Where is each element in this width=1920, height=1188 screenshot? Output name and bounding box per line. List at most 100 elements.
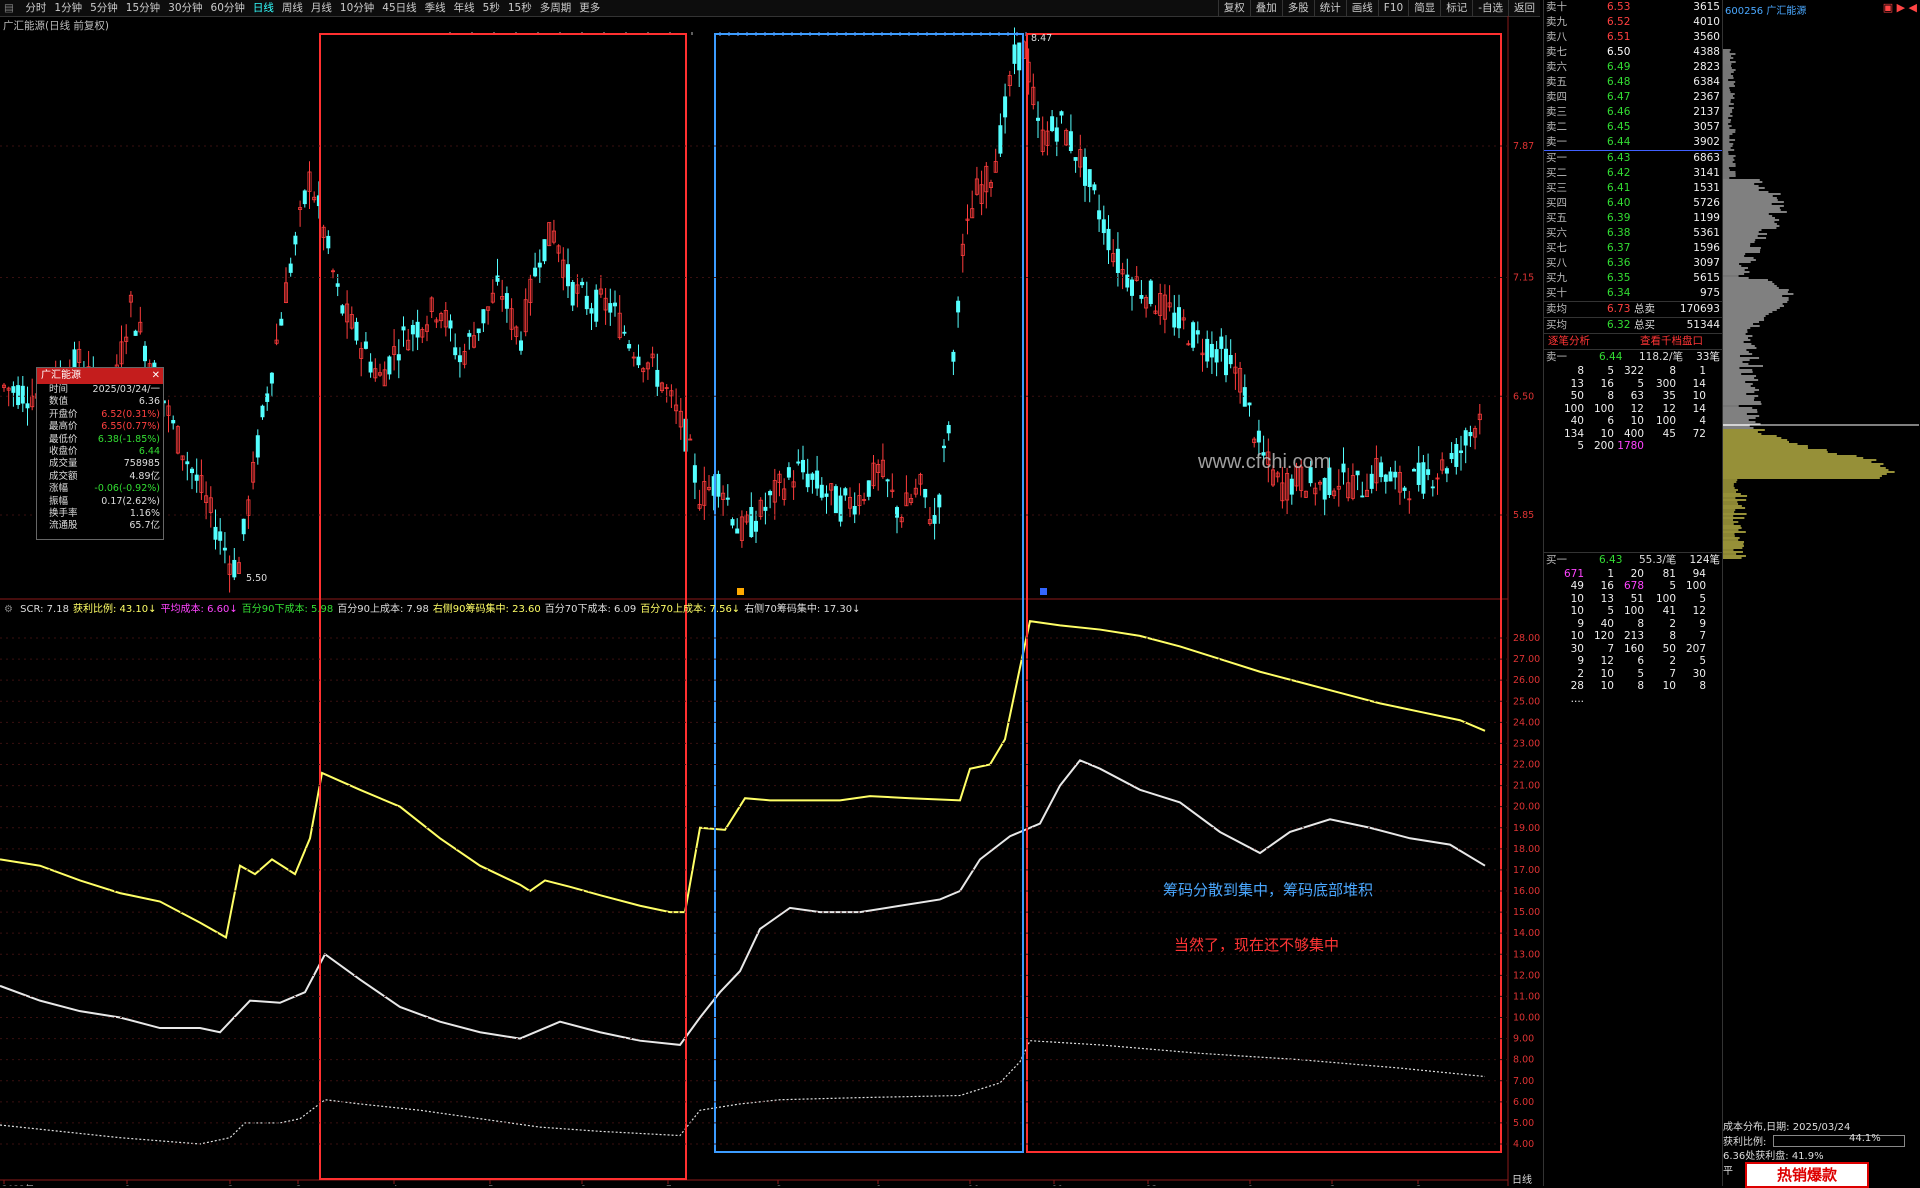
timeframe-12[interactable]: 年线: [453, 2, 475, 14]
buy-level[interactable]: 买十 6.34 975: [1544, 286, 1724, 301]
timeframe-7[interactable]: 周线: [281, 2, 303, 14]
indicator-item: 获利比例: 43.10↓: [72, 604, 157, 615]
candle: [721, 485, 726, 516]
candle-body: [613, 302, 618, 307]
book-volume: 3141: [1693, 167, 1720, 179]
book-level-label: 卖五: [1546, 76, 1567, 88]
buy1-trade-row: 30 7 160 50 207: [1544, 643, 1724, 656]
close-icon[interactable]: ✕: [151, 370, 160, 381]
buy-level[interactable]: 买四 6.40 5726: [1544, 196, 1724, 211]
candle: [476, 328, 481, 341]
sell-level[interactable]: 卖八 6.51 3560: [1544, 30, 1724, 45]
candlesticks: [2, 27, 1482, 593]
candle-body: [1087, 169, 1092, 188]
candle-body: [30, 395, 35, 408]
book-link[interactable]: 逐笔分析: [1548, 335, 1590, 347]
book-level-label: 买八: [1546, 257, 1567, 269]
buy-level[interactable]: 买二 6.42 3141: [1544, 166, 1724, 181]
timeframe-8[interactable]: 月线: [310, 2, 332, 14]
candle: [688, 434, 693, 441]
tool-6[interactable]: 简显: [1408, 0, 1440, 16]
trade-cell: 8: [1637, 680, 1644, 692]
buy-level[interactable]: 买九 6.35 5615: [1544, 271, 1724, 286]
timeframe-16[interactable]: 更多: [579, 2, 601, 14]
timeframe-6[interactable]: 日线: [252, 2, 274, 14]
promo-banner[interactable]: 热销爆款: [1745, 1162, 1869, 1188]
candle-body: [1148, 280, 1153, 304]
timeframe-0[interactable]: 分时: [25, 2, 47, 14]
timeframe-11[interactable]: 季线: [424, 2, 446, 14]
candle: [782, 478, 787, 506]
avg-label: 卖均: [1546, 303, 1567, 315]
timeframe-15[interactable]: 多周期: [539, 2, 572, 14]
tool-4[interactable]: 画线: [1345, 0, 1378, 16]
sell-level[interactable]: 卖一 6.44 3902: [1544, 135, 1724, 150]
buy-level[interactable]: 买六 6.38 5361: [1544, 226, 1724, 241]
candle-body: [213, 526, 218, 540]
candle-body: [998, 125, 1003, 154]
price-tick: 7.87: [1513, 141, 1534, 152]
sell-level[interactable]: 卖七 6.50 4388: [1544, 45, 1724, 60]
candle-body: [1242, 387, 1247, 407]
sell-level[interactable]: 卖三 6.46 2137: [1544, 105, 1724, 120]
timeframe-3[interactable]: 15分钟: [125, 2, 161, 14]
trade-cell: 14: [1692, 377, 1706, 390]
timeframe-10[interactable]: 45日线: [382, 2, 417, 14]
tool-2[interactable]: 多股: [1281, 0, 1314, 16]
candle: [801, 445, 806, 480]
timeframe-1[interactable]: 1分钟: [54, 2, 83, 14]
candle: [1054, 117, 1059, 157]
tool-7[interactable]: 标记: [1440, 0, 1472, 16]
sell-level[interactable]: 卖二 6.45 3057: [1544, 120, 1724, 135]
tool-1[interactable]: 叠加: [1249, 0, 1282, 16]
candle: [551, 219, 556, 245]
buy-level[interactable]: 买一 6.43 6863: [1544, 151, 1724, 166]
settings-icon[interactable]: ⚙: [4, 604, 13, 615]
order-book-panel: 卖十 6.53 3615 卖九 6.52 4010 卖八 6.51 3560 卖七 6.50 4388…: [1543, 0, 1724, 1186]
info-row: 开盘价 6.52(0.31%): [37, 409, 163, 421]
buy-level[interactable]: 买八 6.36 3097: [1544, 256, 1724, 271]
candle: [707, 474, 712, 492]
candle-body: [1017, 42, 1022, 71]
buy-level[interactable]: 买七 6.37 1596: [1544, 241, 1724, 256]
scr-tick: 23.00: [1513, 738, 1540, 749]
sell-level[interactable]: 卖五 6.48 6384: [1544, 75, 1724, 90]
sell-level[interactable]: 卖六 6.49 2823: [1544, 60, 1724, 75]
info-value: 0.17(2.62%): [101, 495, 160, 507]
indicator-item: 右侧70筹码集中: 17.30↓: [744, 604, 861, 615]
book-link[interactable]: 查看千档盘口: [1640, 335, 1703, 347]
tool-8[interactable]: -自选: [1472, 0, 1508, 16]
sell-level[interactable]: 卖九 6.52 4010: [1544, 15, 1724, 30]
timeframe-2[interactable]: 5分钟: [90, 2, 118, 14]
candle-body: [1473, 428, 1478, 438]
trade-cell: 2: [1669, 655, 1676, 667]
timeframe-5[interactable]: 60分钟: [210, 2, 245, 14]
timeframe-13[interactable]: 5秒: [482, 2, 500, 14]
tool-9[interactable]: 返回: [1508, 0, 1540, 16]
candle-body: [848, 496, 853, 509]
timeframe-9[interactable]: 10分钟: [339, 2, 375, 14]
timeframe-14[interactable]: 15秒: [507, 2, 532, 14]
timeframe-4[interactable]: 30分钟: [168, 2, 203, 14]
candle: [1040, 116, 1045, 156]
info-label: 流通股: [49, 520, 78, 532]
buy-level[interactable]: 买五 6.39 1199: [1544, 211, 1724, 226]
info-value: 65.7亿: [129, 520, 160, 532]
tool-3[interactable]: 统计: [1313, 0, 1346, 16]
tool-5[interactable]: F10: [1377, 0, 1408, 16]
trade-cell: 160: [1623, 642, 1644, 655]
sell-level[interactable]: 卖十 6.53 3615: [1544, 0, 1724, 15]
candle-body: [904, 492, 909, 507]
trade-cell: 8: [1637, 617, 1644, 630]
kline-chart[interactable]: 7.87 7.15 6.50 5.85 28.00 27.00 26.00 25.00 24.…: [0, 16, 1540, 1186]
buy-level[interactable]: 买三 6.41 1531: [1544, 181, 1724, 196]
candle-body: [486, 306, 491, 311]
tool-0[interactable]: 复权: [1217, 0, 1250, 16]
menu-icon[interactable]: ▤: [4, 2, 14, 14]
candle-body: [801, 459, 806, 473]
candle-body: [631, 356, 636, 359]
trade-cell: 8: [1577, 365, 1584, 377]
sell-level[interactable]: 卖四 6.47 2367: [1544, 90, 1724, 105]
book-level-label: 买十: [1546, 287, 1567, 299]
candle-body: [255, 435, 260, 458]
